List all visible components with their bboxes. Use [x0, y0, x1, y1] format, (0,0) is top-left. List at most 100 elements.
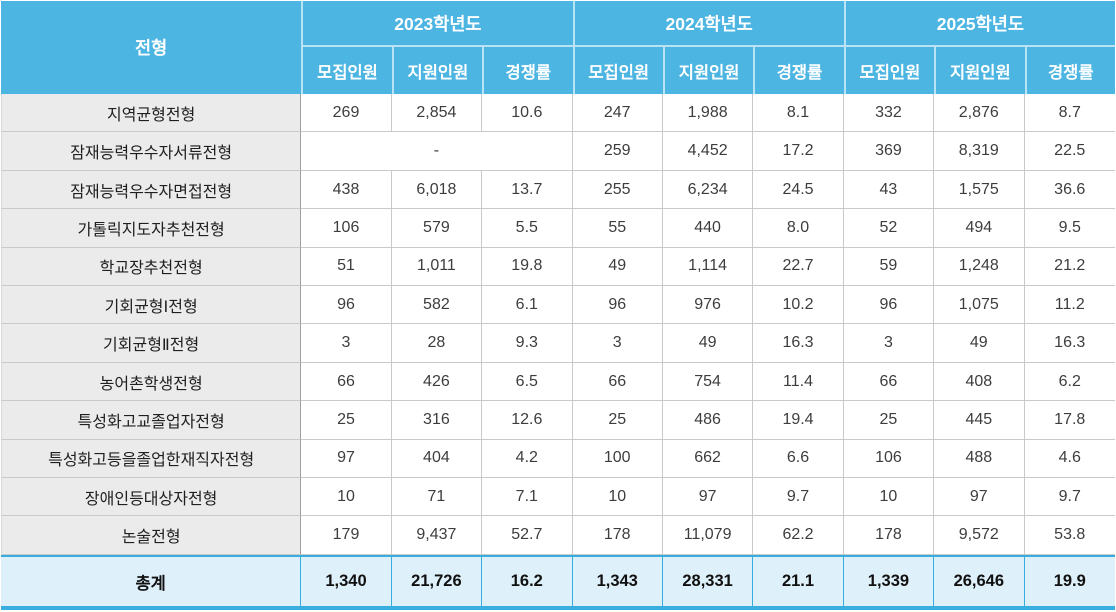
stat-cell: 438 [301, 170, 392, 210]
stat-cell: 4,452 [662, 132, 754, 171]
header-year-2023: 2023학년도 [301, 1, 573, 47]
stat-cell: 9,572 [934, 516, 1025, 555]
stat-cell: 10.6 [482, 94, 573, 133]
row-label: 지역균형전형 [1, 94, 302, 133]
table-row: 논술전형 179 9,437 52.7 178 11,079 62.2 178 9,572 53.… [1, 516, 1115, 555]
total-cell: 1,343 [572, 555, 663, 610]
stat-cell: 247 [572, 94, 663, 133]
header-year-2024: 2024학년도 [572, 1, 844, 47]
stat-cell: 582 [391, 286, 483, 325]
stat-cell: 408 [934, 362, 1025, 402]
row-label: 장애인등대상자전형 [1, 478, 302, 517]
stat-cell: 55 [572, 209, 663, 248]
stat-cell: 269 [301, 94, 392, 133]
stat-cell: 28 [391, 324, 483, 363]
stat-cell: 10.2 [753, 286, 844, 325]
row-label: 기회균형Ⅰ전형 [1, 286, 302, 325]
table-row: 기회균형Ⅱ전형 3 28 9.3 3 49 16.3 3 49 16.3 [1, 324, 1115, 363]
row-label: 잠재능력우수자서류전형 [1, 132, 302, 171]
stat-cell: 6.1 [482, 286, 573, 325]
table-row: 지역균형전형 269 2,854 10.6 247 1,988 8.1 332 2,876 8.7 [1, 94, 1115, 133]
stat-cell: 6.5 [482, 362, 573, 402]
stat-cell: 12.6 [482, 401, 573, 440]
table-row: 기회균형Ⅰ전형 96 582 6.1 96 976 10.2 96 1,075 11.2 [1, 286, 1115, 325]
stat-cell: 96 [301, 286, 392, 325]
total-cell: 1,340 [301, 555, 392, 610]
stat-cell: 9.3 [482, 324, 573, 363]
stat-cell: 52 [843, 209, 935, 248]
stat-cell: 440 [662, 209, 754, 248]
stat-cell: 13.7 [482, 170, 573, 210]
stat-cell: 9.7 [753, 478, 844, 517]
stat-cell: 9.7 [1024, 478, 1115, 517]
stat-cell: 178 [572, 516, 663, 555]
stat-cell: 3 [843, 324, 935, 363]
table-body: 지역균형전형 269 2,854 10.6 247 1,988 8.1 332 2,876 8.7… [1, 94, 1115, 555]
stat-cell: 488 [934, 439, 1025, 479]
total-cell: 19.9 [1024, 555, 1115, 610]
stat-cell: 10 [572, 478, 663, 517]
stat-cell: 17.2 [753, 132, 844, 171]
stat-cell: 49 [662, 324, 754, 363]
table-row: 특성화고교졸업자전형 25 316 12.6 25 486 19.4 25 445 17.8 [1, 401, 1115, 440]
stat-cell: 16.3 [1024, 324, 1115, 363]
header-program: 전형 [1, 1, 302, 94]
row-label: 학교장추천전형 [1, 247, 302, 287]
stat-cell: 178 [843, 516, 935, 555]
stat-cell: 19.8 [482, 247, 573, 287]
stat-cell: 59 [843, 247, 935, 287]
total-cell: 28,331 [662, 555, 754, 610]
stat-cell: 96 [572, 286, 663, 325]
stat-cell: 6,018 [391, 170, 483, 210]
stat-cell: 11.2 [1024, 286, 1115, 325]
table-row: 학교장추천전형 51 1,011 19.8 49 1,114 22.7 59 1,248 21.2 [1, 247, 1115, 287]
stat-cell: 21.2 [1024, 247, 1115, 287]
stat-cell: 316 [391, 401, 483, 440]
stat-cell: 9,437 [391, 516, 483, 555]
row-label: 잠재능력우수자면접전형 [1, 170, 302, 210]
stat-cell: 9.5 [1024, 209, 1115, 248]
stat-cell: 494 [934, 209, 1025, 248]
stat-cell: 97 [662, 478, 754, 517]
stat-cell: 7.1 [482, 478, 573, 517]
stat-cell: 445 [934, 401, 1025, 440]
stat-cell: 97 [301, 439, 392, 479]
stat-cell: 4.6 [1024, 439, 1115, 479]
stat-cell: 3 [572, 324, 663, 363]
table-row: 잠재능력우수자서류전형 -259 4,452 17.2 369 8,319 22.5 [1, 132, 1115, 171]
row-label: 농어촌학생전형 [1, 362, 302, 402]
stat-cell: 259 [572, 132, 663, 171]
total-cell: 1,339 [843, 555, 935, 610]
stat-cell: 4.2 [482, 439, 573, 479]
stat-cell: 754 [662, 362, 754, 402]
stat-cell: 52.7 [482, 516, 573, 555]
stat-cell: 8.1 [753, 94, 844, 133]
stat-cell: 19.4 [753, 401, 844, 440]
stat-cell: 11.4 [753, 362, 844, 402]
subheader-applicants-2024: 지원인원 [662, 47, 754, 94]
stat-cell: 2,854 [391, 94, 483, 133]
stat-cell: 106 [301, 209, 392, 248]
stat-cell: 662 [662, 439, 754, 479]
header-year-2025: 2025학년도 [843, 1, 1115, 47]
stat-cell: 8,319 [934, 132, 1025, 171]
stat-cell: 51 [301, 247, 392, 287]
stat-cell: 1,011 [391, 247, 483, 287]
table-row: 가톨릭지도자추천전형 106 579 5.5 55 440 8.0 52 494 9.5 [1, 209, 1115, 248]
row-label: 가톨릭지도자추천전형 [1, 209, 302, 248]
subheader-ratio-2023: 경쟁률 [482, 47, 573, 94]
subheader-applicants-2023: 지원인원 [391, 47, 483, 94]
stat-cell: 97 [934, 478, 1025, 517]
stat-cell: 100 [572, 439, 663, 479]
stat-cell: 1,988 [662, 94, 754, 133]
table-row: 특성화고등을졸업한재직자전형 97 404 4.2 100 662 6.6 106 488 4.6 [1, 439, 1115, 479]
merged-cell: - [301, 132, 573, 171]
stat-cell: 106 [843, 439, 935, 479]
stat-cell: 96 [843, 286, 935, 325]
stat-cell: 486 [662, 401, 754, 440]
stat-cell: 6.6 [753, 439, 844, 479]
stat-cell: 8.0 [753, 209, 844, 248]
subheader-recruit-2025: 모집인원 [843, 47, 935, 94]
